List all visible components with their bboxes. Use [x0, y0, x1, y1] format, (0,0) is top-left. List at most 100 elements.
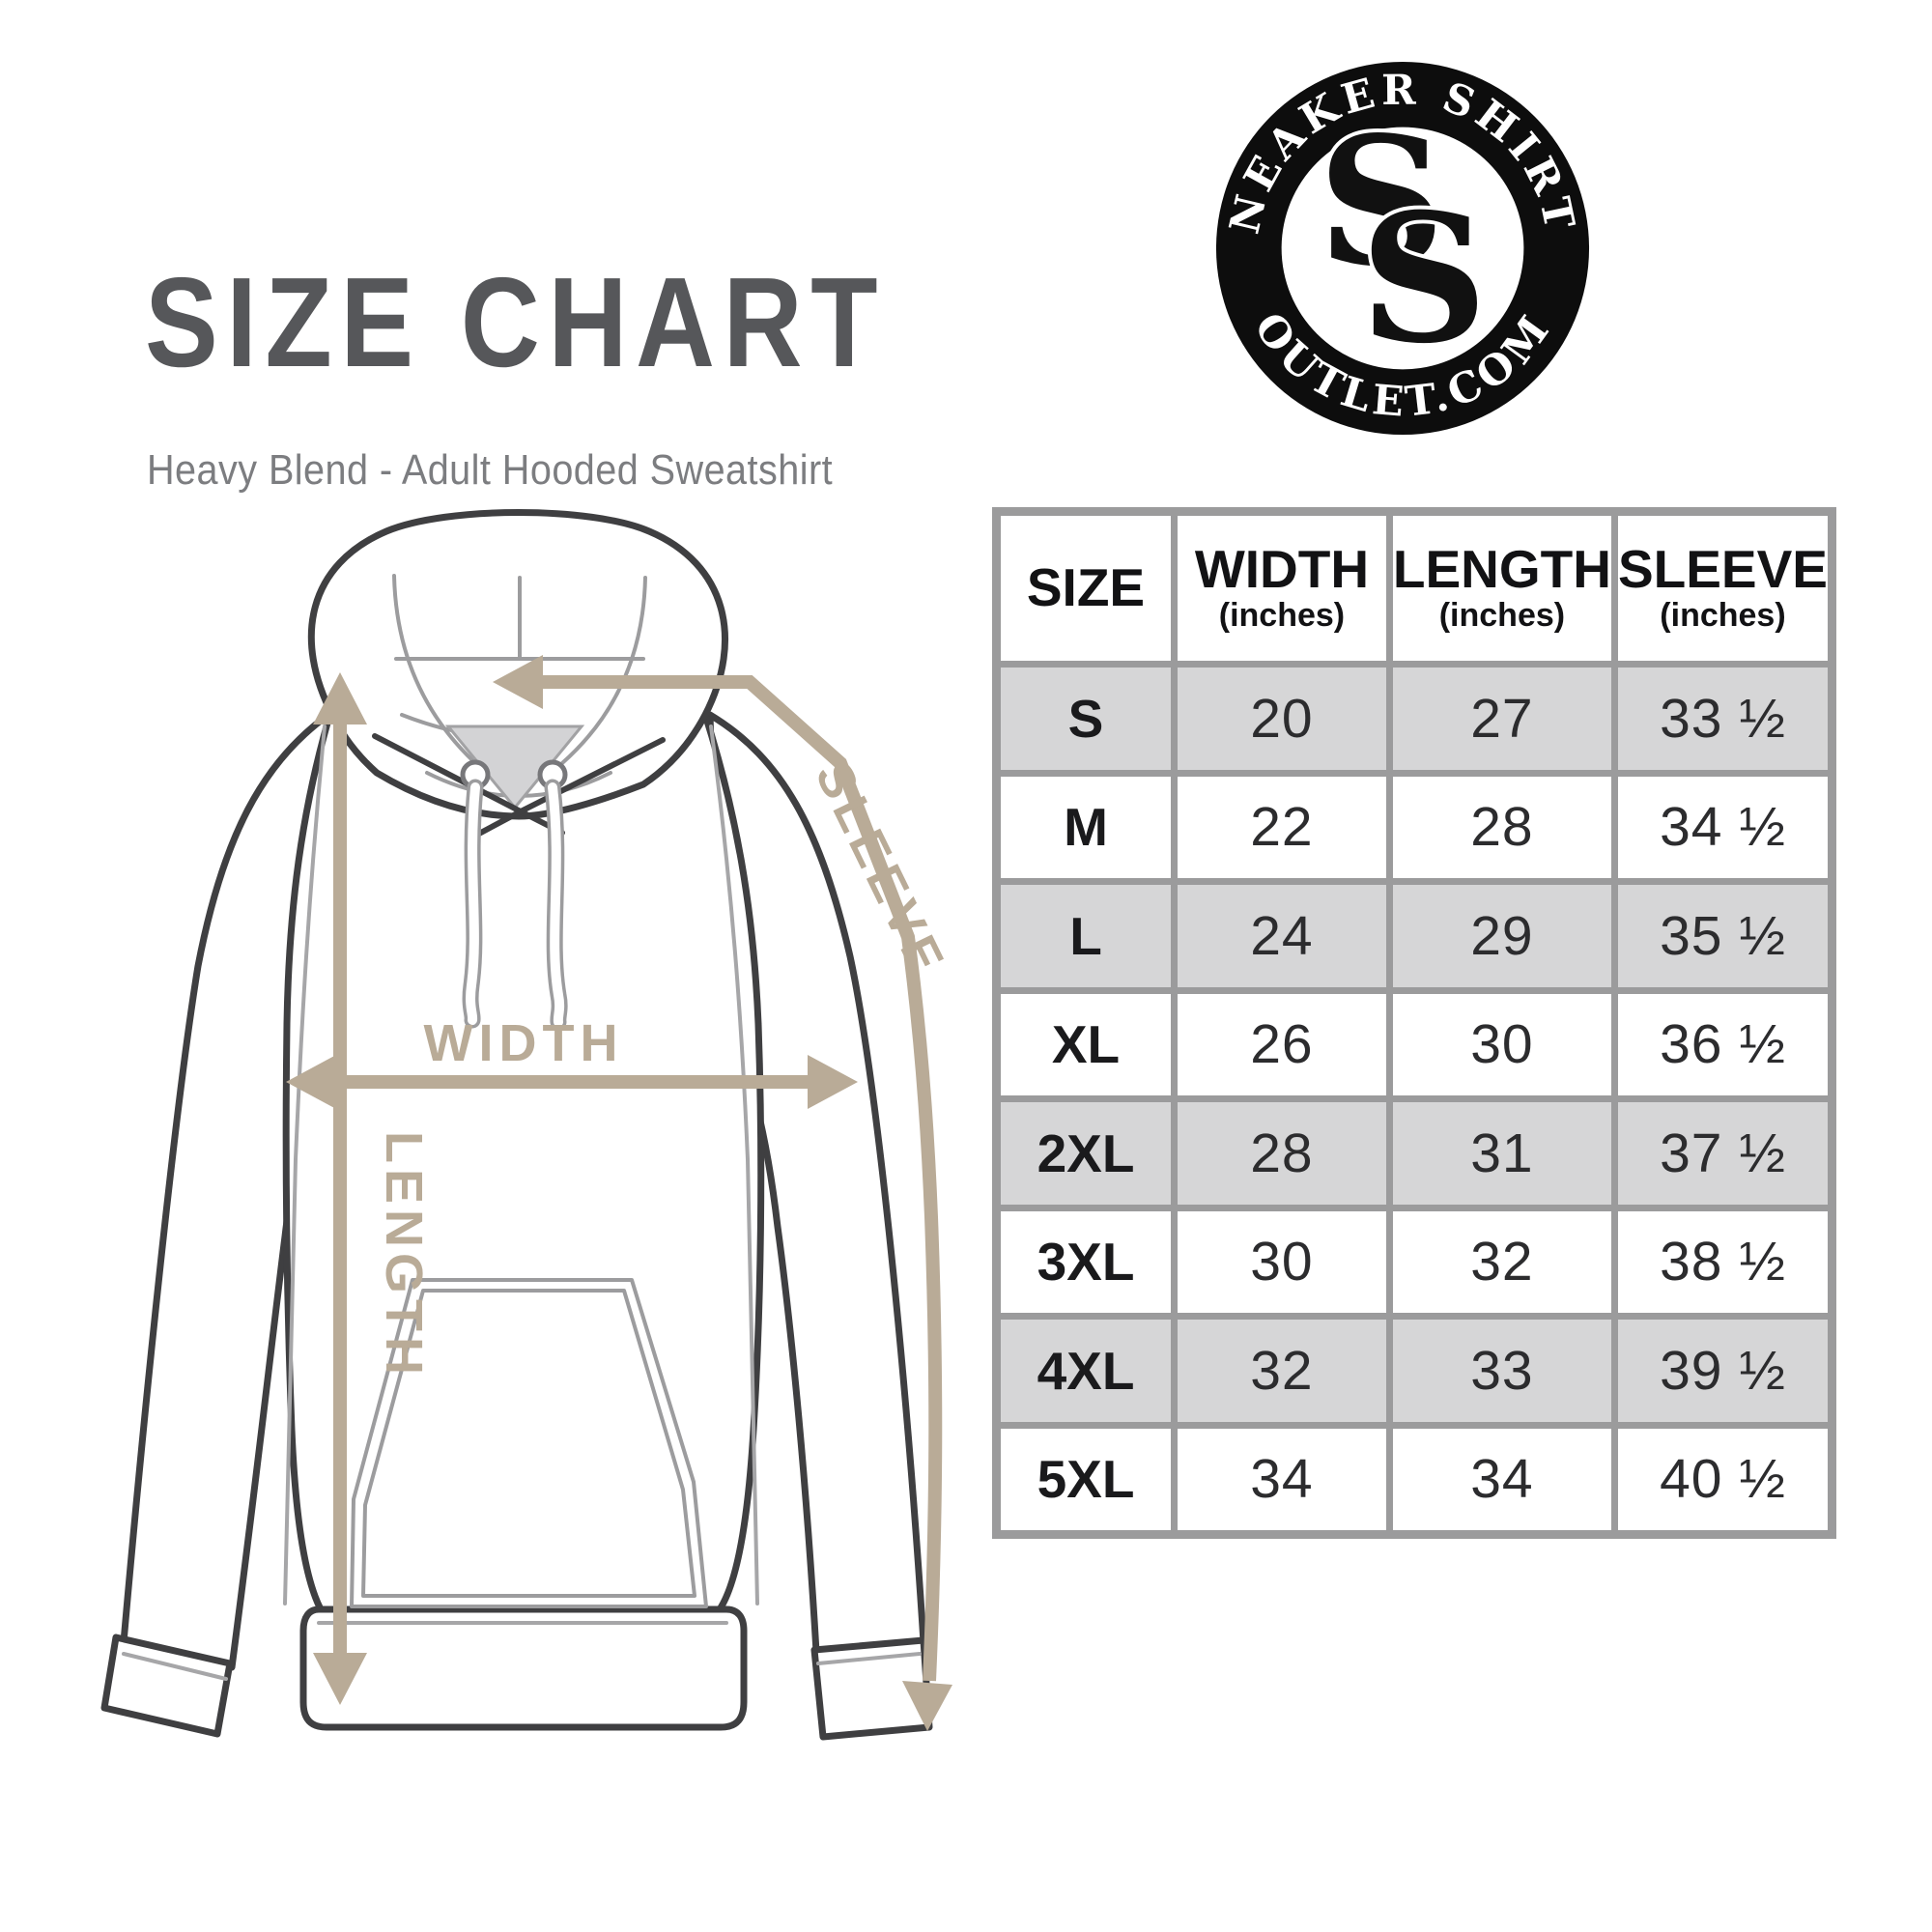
table-cell-length: 30	[1392, 993, 1611, 1095]
width-value: 32	[1250, 1339, 1314, 1402]
size-label: L	[1069, 905, 1102, 966]
table-cell-sleeve: 34 ½	[1617, 776, 1828, 878]
table-cell-size: M	[1001, 776, 1171, 878]
size-table: SIZE WIDTH (inches) LENGTH (inches) SLEE…	[992, 507, 1836, 1539]
table-cell-sleeve: 37 ½	[1617, 1102, 1828, 1205]
hood-inner-left	[392, 574, 475, 763]
table-cell-size: 4XL	[1001, 1320, 1171, 1422]
table-cell-length: 32	[1392, 1210, 1611, 1313]
sleeve-value: 36 ½	[1660, 1013, 1786, 1076]
table-cell-size: 3XL	[1001, 1210, 1171, 1313]
column-sublabel: (inches)	[1438, 597, 1566, 635]
table-cell-length: 29	[1392, 885, 1611, 987]
table-cell-width: 22	[1178, 776, 1386, 878]
width-value: 24	[1250, 904, 1314, 967]
right-cuff-line	[816, 1652, 922, 1665]
table-cell-sleeve: 35 ½	[1617, 885, 1828, 987]
length-value: 30	[1470, 1013, 1534, 1076]
table-cell-width: 20	[1178, 668, 1386, 770]
table-cell-size: S	[1001, 668, 1171, 770]
hoodie-pocket-outer	[350, 1278, 708, 1608]
hoodie-right-sleeve	[706, 711, 927, 1656]
sleeve-value: 33 ½	[1660, 687, 1786, 750]
table-cell-size: L	[1001, 885, 1171, 987]
hoodie-hood	[307, 509, 728, 820]
column-label: SLEEVE	[1617, 538, 1828, 599]
column-sublabel: (inches)	[1660, 597, 1786, 635]
sleeve-arrowhead-end	[902, 1681, 952, 1731]
length-value: 29	[1470, 904, 1534, 967]
size-label: 4XL	[1037, 1340, 1135, 1401]
sleeve-arrowhead-neck	[493, 655, 543, 709]
table-cell-size: 5XL	[1001, 1428, 1171, 1530]
table-cell-length: 31	[1392, 1102, 1611, 1205]
size-label: 2XL	[1037, 1122, 1135, 1183]
sleeve-arrow-line	[539, 675, 943, 1682]
length-value: 33	[1470, 1339, 1534, 1402]
sleeve-value: 35 ½	[1660, 904, 1786, 967]
table-cell-sleeve: 36 ½	[1617, 993, 1828, 1095]
size-label: 3XL	[1037, 1232, 1135, 1293]
size-label: S	[1067, 688, 1104, 749]
sleeve-value: 39 ½	[1660, 1339, 1786, 1402]
width-value: 22	[1250, 796, 1314, 859]
column-label: WIDTH	[1194, 538, 1370, 599]
size-label: M	[1064, 797, 1108, 858]
hoodie-waistband	[299, 1605, 748, 1731]
table-cell-length: 33	[1392, 1320, 1611, 1422]
length-arrowhead-top	[313, 672, 367, 724]
header-cell-sleeve: SLEEVE (inches)	[1617, 516, 1828, 661]
size-label: XL	[1051, 1014, 1121, 1075]
left-seam-line	[283, 724, 327, 1605]
width-arrowhead-left	[286, 1055, 336, 1109]
width-value: 20	[1250, 687, 1314, 750]
sleeve-value: 40 ½	[1660, 1448, 1786, 1511]
sneaker-shirts-outlet-logo: SNEAKER SHIRTS OUTLET.COM S S	[1210, 56, 1590, 436]
table-cell-sleeve: 39 ½	[1617, 1320, 1828, 1422]
width-arrowhead-right	[808, 1055, 858, 1109]
hoodie-left-cuff	[100, 1634, 234, 1738]
table-cell-width: 24	[1178, 885, 1386, 987]
logo-inner-disc	[1281, 127, 1524, 370]
length-value: 27	[1470, 687, 1534, 750]
length-value: 31	[1470, 1122, 1534, 1184]
hoodie-diagram: WIDTH LENGTH SLEEVE	[100, 509, 956, 1741]
length-value: 34	[1470, 1448, 1534, 1511]
table-cell-size: 2XL	[1001, 1102, 1171, 1205]
monogram-s-front: S	[1360, 176, 1488, 384]
table-cell-width: 26	[1178, 993, 1386, 1095]
length-value: 28	[1470, 796, 1534, 859]
table-cell-length: 34	[1392, 1428, 1611, 1530]
table-cell-sleeve: 33 ½	[1617, 668, 1828, 770]
size-label: 5XL	[1037, 1449, 1135, 1510]
collar-right-edge	[474, 737, 666, 838]
table-cell-length: 27	[1392, 668, 1611, 770]
table-cell-size: XL	[1001, 993, 1171, 1095]
header-cell-width: WIDTH (inches)	[1178, 516, 1386, 661]
monogram-s-back: S	[1318, 99, 1445, 306]
sleeve-value: 37 ½	[1660, 1122, 1786, 1184]
page-title: SIZE CHART	[145, 251, 887, 393]
column-label: LENGTH	[1392, 538, 1611, 599]
width-value: 34	[1250, 1448, 1314, 1511]
width-label: WIDTH	[424, 1014, 624, 1072]
width-value: 26	[1250, 1013, 1314, 1076]
right-seam-line	[709, 724, 759, 1605]
width-value: 30	[1250, 1231, 1314, 1293]
length-label: LENGTH	[375, 1131, 433, 1380]
sleeve-value: 34 ½	[1660, 796, 1786, 859]
length-arrowhead-bottom	[313, 1653, 367, 1705]
table-cell-width: 30	[1178, 1210, 1386, 1313]
sleeve-value: 38 ½	[1660, 1231, 1786, 1293]
table-cell-length: 28	[1392, 776, 1611, 878]
measurement-arrows	[286, 655, 952, 1731]
table-cell-width: 34	[1178, 1428, 1386, 1530]
header-cell-size: SIZE	[1001, 516, 1171, 661]
column-sublabel: (inches)	[1218, 597, 1346, 635]
width-value: 28	[1250, 1122, 1314, 1184]
drawstrings	[462, 779, 568, 1031]
collar-left-edge	[372, 733, 565, 836]
header-cell-length: LENGTH (inches)	[1392, 516, 1611, 661]
table-cell-sleeve: 40 ½	[1617, 1428, 1828, 1530]
column-label: SIZE	[1026, 557, 1146, 618]
